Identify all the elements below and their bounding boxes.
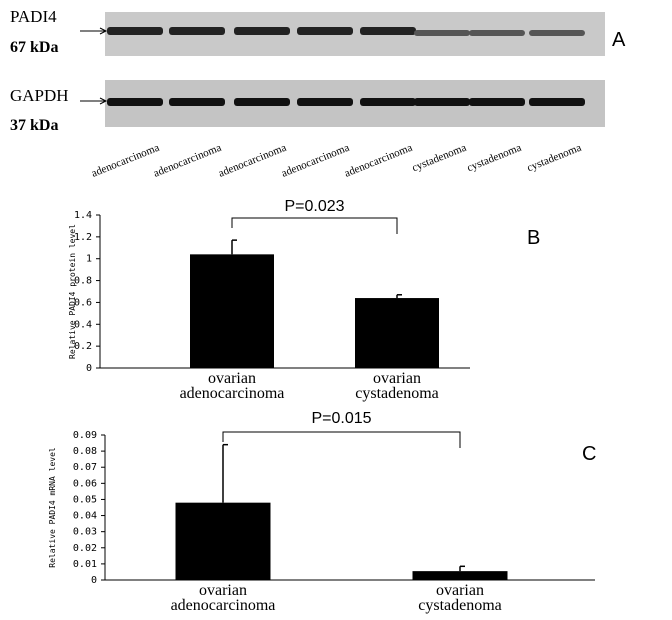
bar (190, 254, 274, 368)
y-tick-label: 0.02 (73, 543, 97, 554)
y-tick-label: 0.05 (73, 494, 97, 505)
band (169, 27, 225, 35)
band (529, 98, 585, 106)
y-tick-label: 0.8 (74, 276, 92, 287)
y-tick-label: 0 (86, 363, 92, 374)
arrow-head (99, 97, 108, 105)
y-tick-label: 0.08 (73, 446, 97, 457)
band (360, 27, 416, 35)
panel-letter: A (612, 29, 626, 51)
band (414, 30, 470, 36)
band-label: PADI4 (10, 7, 57, 26)
x-tick-label: ovarian adenocarcinoma (179, 370, 285, 402)
band (529, 30, 585, 36)
y-tick-label: 0 (91, 575, 97, 586)
panel-letter: B (527, 227, 540, 249)
band (360, 98, 416, 106)
bar (175, 502, 271, 580)
band (469, 98, 525, 106)
band (414, 98, 470, 106)
lane-label: adenocarcinoma (217, 142, 288, 180)
p-value: P=0.023 (284, 198, 344, 215)
significance-bracket (222, 431, 461, 448)
y-tick-label: 0.07 (73, 462, 97, 473)
band-size: 67 kDa (10, 39, 58, 56)
band (297, 27, 353, 35)
y-axis-label: Relative PADI4 mRNA level (48, 447, 57, 568)
lane-label: adenocarcinoma (152, 142, 223, 180)
y-tick-label: 0.03 (73, 527, 97, 538)
x-tick-label: ovarian cystadenoma (355, 370, 439, 402)
x-tick-label: ovarian adenocarcinoma (170, 582, 276, 614)
band (234, 27, 290, 35)
lane-label: cystadenoma (465, 142, 523, 175)
band (297, 98, 353, 106)
y-tick-label: 1.2 (74, 232, 92, 243)
significance-bracket (231, 217, 398, 234)
lane-label: cystadenoma (410, 142, 468, 175)
band (107, 27, 163, 35)
band (234, 98, 290, 106)
y-axis-label: Relative PADI4 protein level (68, 224, 77, 359)
y-tick-label: 0.01 (73, 559, 97, 570)
bar (412, 571, 508, 580)
bar (355, 298, 439, 368)
band (169, 98, 225, 106)
y-tick-label: 1.4 (74, 210, 92, 221)
p-value: P=0.015 (311, 410, 371, 427)
y-tick-label: 1 (86, 254, 92, 265)
lane-label: adenocarcinoma (90, 142, 161, 180)
arrow-head (99, 27, 108, 35)
band (469, 30, 525, 36)
y-tick-label: 0.6 (74, 297, 92, 308)
y-tick-label: 0.09 (73, 430, 97, 441)
y-tick-label: 0.04 (73, 511, 97, 522)
band-label: GAPDH (10, 86, 69, 105)
x-tick-label: ovarian cystadenoma (418, 582, 502, 614)
panel-letter: C (582, 443, 596, 465)
lane-label: adenocarcinoma (280, 142, 351, 180)
y-tick-label: 0.06 (73, 478, 97, 489)
lane-label: cystadenoma (525, 142, 583, 175)
y-tick-label: 0.4 (74, 319, 92, 330)
lane-label: adenocarcinoma (343, 142, 414, 180)
y-tick-label: 0.2 (74, 341, 92, 352)
band-size: 37 kDa (10, 117, 58, 134)
band (107, 98, 163, 106)
